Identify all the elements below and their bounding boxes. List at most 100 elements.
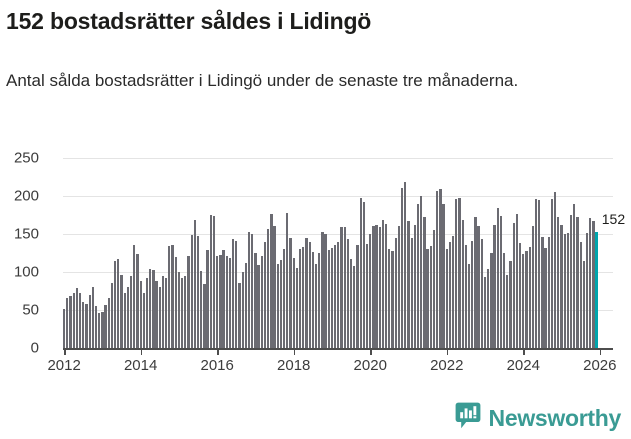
bar — [525, 251, 528, 348]
page-title: 152 bostadsrätter såldes i Lidingö — [6, 8, 372, 34]
page-subtitle: Antal sålda bostadsrätter i Lidingö unde… — [6, 71, 519, 90]
x-axis-tick-mark — [64, 348, 66, 355]
bar — [149, 268, 152, 348]
bar — [554, 192, 557, 348]
y-axis-tick-label: 0 — [30, 339, 39, 357]
bar — [308, 241, 311, 348]
bar — [365, 243, 369, 348]
bar — [576, 217, 579, 348]
bar — [180, 278, 184, 348]
bar — [136, 253, 139, 348]
bar — [375, 224, 378, 348]
bar — [254, 253, 257, 348]
bar — [98, 313, 101, 348]
bar — [311, 252, 314, 348]
bar — [152, 269, 155, 348]
bar — [91, 287, 94, 348]
bar — [458, 198, 461, 348]
bar — [534, 199, 538, 348]
x-axis-tick-mark — [140, 348, 143, 355]
bar — [451, 235, 455, 348]
bar — [203, 284, 206, 348]
bar — [107, 297, 110, 348]
bar — [359, 197, 362, 348]
bar — [314, 263, 318, 348]
bar — [550, 199, 554, 348]
bar — [464, 245, 468, 348]
bar — [410, 237, 413, 348]
bar — [391, 251, 394, 348]
bar — [337, 242, 340, 348]
bar — [244, 262, 248, 348]
bar — [407, 221, 410, 348]
y-axis-tick-label: 150 — [13, 225, 39, 243]
bar — [432, 230, 436, 348]
bar — [439, 189, 442, 348]
bar — [467, 264, 471, 348]
bar — [292, 257, 295, 348]
bar — [388, 249, 391, 348]
bar — [318, 253, 321, 348]
bar — [126, 287, 130, 348]
bar — [483, 276, 487, 348]
bar — [426, 249, 429, 348]
bar — [503, 253, 506, 348]
bar — [538, 199, 541, 348]
bar — [445, 249, 448, 348]
bar — [276, 264, 279, 348]
bar — [283, 249, 286, 348]
bar — [88, 294, 91, 348]
x-axis-tick-label: 2016 — [200, 357, 234, 374]
bar — [298, 249, 302, 348]
bar — [161, 275, 165, 348]
bar — [158, 287, 161, 348]
bar — [349, 259, 353, 348]
bar — [247, 231, 251, 348]
bar — [302, 246, 305, 348]
x-axis-tick-mark — [599, 348, 602, 355]
bar — [404, 182, 407, 348]
bar — [251, 234, 254, 348]
bar — [279, 259, 283, 348]
bar — [190, 234, 193, 348]
bar — [120, 275, 123, 348]
bar — [63, 309, 66, 348]
bar — [372, 226, 375, 348]
x-axis-tick-label: 2018 — [277, 357, 311, 374]
bar — [413, 224, 416, 348]
bar — [531, 226, 534, 348]
bar — [257, 265, 260, 348]
bar — [397, 226, 401, 348]
bar — [547, 237, 550, 348]
bar — [209, 215, 212, 348]
bar — [241, 272, 244, 348]
bar — [327, 249, 330, 348]
bar — [353, 265, 356, 348]
bar — [509, 261, 512, 348]
bar — [171, 244, 174, 348]
bar — [343, 227, 346, 348]
bar — [117, 259, 120, 348]
bar — [289, 237, 292, 348]
bar — [222, 249, 225, 348]
bar — [82, 301, 85, 348]
bar — [515, 214, 519, 348]
bar — [165, 278, 168, 348]
newsworthy-logo[interactable]: Newsworthy — [455, 402, 621, 434]
x-axis-tick-label: 2014 — [123, 357, 158, 374]
bar — [416, 204, 420, 348]
bar — [305, 237, 308, 348]
bar — [139, 281, 142, 348]
bar — [184, 275, 187, 348]
bar — [196, 236, 200, 348]
bar — [506, 275, 509, 348]
bar — [142, 293, 145, 348]
bar — [212, 215, 216, 348]
x-axis-tick-label: 2024 — [506, 357, 540, 374]
bar — [589, 218, 592, 348]
y-axis-tick-label: 100 — [13, 263, 39, 281]
bar — [461, 219, 464, 348]
x-axis-tick-label: 2020 — [353, 357, 387, 374]
x-axis-tick-mark — [370, 348, 372, 355]
